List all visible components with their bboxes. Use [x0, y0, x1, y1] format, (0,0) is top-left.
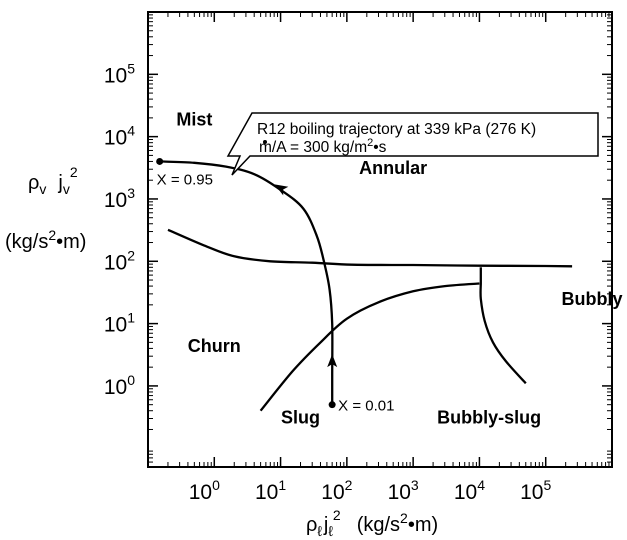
- y-tick-exp: 3: [127, 185, 135, 201]
- annotation-line2-sup: 2: [367, 137, 373, 149]
- x-tick-exp: 0: [212, 477, 220, 493]
- x-tick-labels: 100 101 102 103 104 105: [189, 477, 552, 504]
- mdot-dot: [263, 140, 267, 144]
- y-label-j-sub: v: [63, 181, 70, 197]
- y-tick-label: 102: [104, 247, 135, 274]
- y-label-j: j: [57, 172, 62, 194]
- x-tick-label: 102: [321, 477, 352, 504]
- region-label-bubbly-slug: Bubbly-slug: [437, 407, 541, 427]
- x-tick-base: 10: [189, 481, 212, 504]
- x-label-rho: ρ: [306, 514, 317, 536]
- x-unit-sq: 2: [400, 510, 408, 526]
- y-unit-open: (kg/s: [5, 231, 48, 253]
- trajectory-end-point: [156, 157, 164, 165]
- x-label-rho-sub: ℓ: [317, 523, 322, 539]
- y-tick-base: 10: [104, 127, 127, 150]
- trajectory-arrow-1: [327, 354, 338, 368]
- x-tick-base: 10: [255, 481, 278, 504]
- plot-frame: [147, 11, 613, 468]
- y-unit-sq: 2: [48, 227, 56, 243]
- y-tick-exp: 4: [127, 123, 135, 139]
- y-tick-exp: 5: [127, 60, 135, 76]
- x-label-j: j: [323, 514, 328, 536]
- y-unit-close: •m): [56, 231, 86, 253]
- x-tick-exp: 2: [345, 477, 353, 493]
- y-tick-label: 103: [104, 185, 135, 212]
- y-axis-label-unit: (kg/s2•m): [5, 227, 86, 253]
- x-tick-label: 104: [454, 477, 485, 504]
- x-tick-exp: 5: [543, 477, 551, 493]
- y-tick-exp: 2: [127, 247, 135, 263]
- x-tick-label: 105: [520, 477, 551, 504]
- y-axis-label-symbol: ρv jv2: [28, 164, 78, 197]
- regime-boundaries: [167, 228, 573, 412]
- y-label-sq: 2: [70, 164, 78, 180]
- x-tick-label: 100: [189, 477, 220, 504]
- y-minor-ticks: [148, 14, 612, 468]
- x-tick-base: 10: [520, 481, 543, 504]
- trajectory-end-label: X = 0.95: [157, 171, 213, 188]
- boiling-trajectory: X = 0.01 X = 0.95: [156, 157, 394, 415]
- region-label-annular: Annular: [359, 158, 427, 178]
- x-major-ticks: [213, 12, 547, 467]
- y-tick-exp: 1: [127, 310, 135, 326]
- trajectory-annotation: R12 boiling trajectory at 339 kPa (276 K…: [226, 112, 599, 176]
- y-tick-label: 105: [104, 60, 135, 87]
- annotation-callout-box: [226, 112, 599, 176]
- y-label-rho: ρ: [28, 172, 39, 194]
- y-tick-label: 100: [104, 372, 135, 399]
- regime-boundary-line-3: [479, 283, 527, 385]
- trajectory-line: [159, 160, 334, 405]
- annotation-line2-prefix: m/A = 300 kg/m: [259, 139, 367, 156]
- y-label-rho-sub: v: [39, 181, 46, 197]
- x-tick-label: 103: [388, 477, 419, 504]
- trajectory-start-label: X = 0.01: [338, 398, 394, 415]
- x-tick-base: 10: [321, 481, 344, 504]
- annotation-line2: m/A = 300 kg/m2•s: [259, 137, 387, 156]
- x-unit-close: •m): [408, 514, 438, 536]
- x-tick-label: 101: [255, 477, 286, 504]
- y-tick-base: 10: [104, 64, 127, 87]
- y-tick-base: 10: [104, 314, 127, 337]
- x-unit-open: (kg/s: [357, 514, 400, 536]
- y-axis-label: ρv jv2 (kg/s2•m): [5, 164, 86, 253]
- y-tick-label: 101: [104, 310, 135, 337]
- regime-boundary-line-1: [167, 228, 573, 268]
- x-axis-label-text: ρℓ jℓ2 (kg/s2•m): [306, 507, 438, 539]
- y-tick-base: 10: [104, 251, 127, 274]
- trajectory-start-point: [328, 401, 336, 409]
- x-minor-ticks: [167, 12, 610, 467]
- plot-area-border: [147, 11, 613, 468]
- x-tick-exp: 3: [411, 477, 419, 493]
- y-major-ticks: [148, 73, 612, 387]
- y-tick-base: 10: [104, 189, 127, 212]
- trajectory-arrow-2: [274, 184, 289, 196]
- x-tick-base: 10: [388, 481, 411, 504]
- x-label-sq: 2: [333, 507, 341, 523]
- annotation-line1: R12 boiling trajectory at 339 kPa (276 K…: [257, 121, 536, 138]
- region-label-bubbly: Bubbly: [562, 289, 623, 309]
- region-label-mist: Mist: [176, 110, 212, 130]
- y-tick-base: 10: [104, 376, 127, 399]
- x-tick-exp: 4: [477, 477, 485, 493]
- regime-labels: Mist Annular Churn Slug Bubbly-slug Bubbly: [176, 110, 622, 428]
- y-tick-exp: 0: [127, 372, 135, 388]
- x-label-j-sub: ℓ: [328, 523, 333, 539]
- x-tick-exp: 1: [278, 477, 286, 493]
- region-label-slug: Slug: [281, 407, 320, 427]
- x-tick-base: 10: [454, 481, 477, 504]
- regime-boundary-line-2: [259, 282, 480, 412]
- y-tick-label: 104: [104, 123, 135, 150]
- x-axis-label: ρℓ jℓ2 (kg/s2•m): [306, 507, 438, 539]
- annotation-line2-suffix: •s: [373, 139, 386, 156]
- region-label-churn: Churn: [188, 336, 241, 356]
